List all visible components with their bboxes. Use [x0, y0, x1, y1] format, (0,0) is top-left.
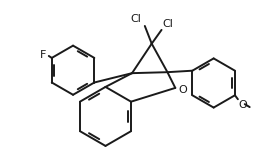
Text: Cl: Cl: [162, 19, 174, 29]
Text: O: O: [239, 100, 247, 110]
Text: F: F: [40, 50, 46, 60]
Text: O: O: [178, 85, 187, 95]
Text: Cl: Cl: [130, 14, 141, 24]
